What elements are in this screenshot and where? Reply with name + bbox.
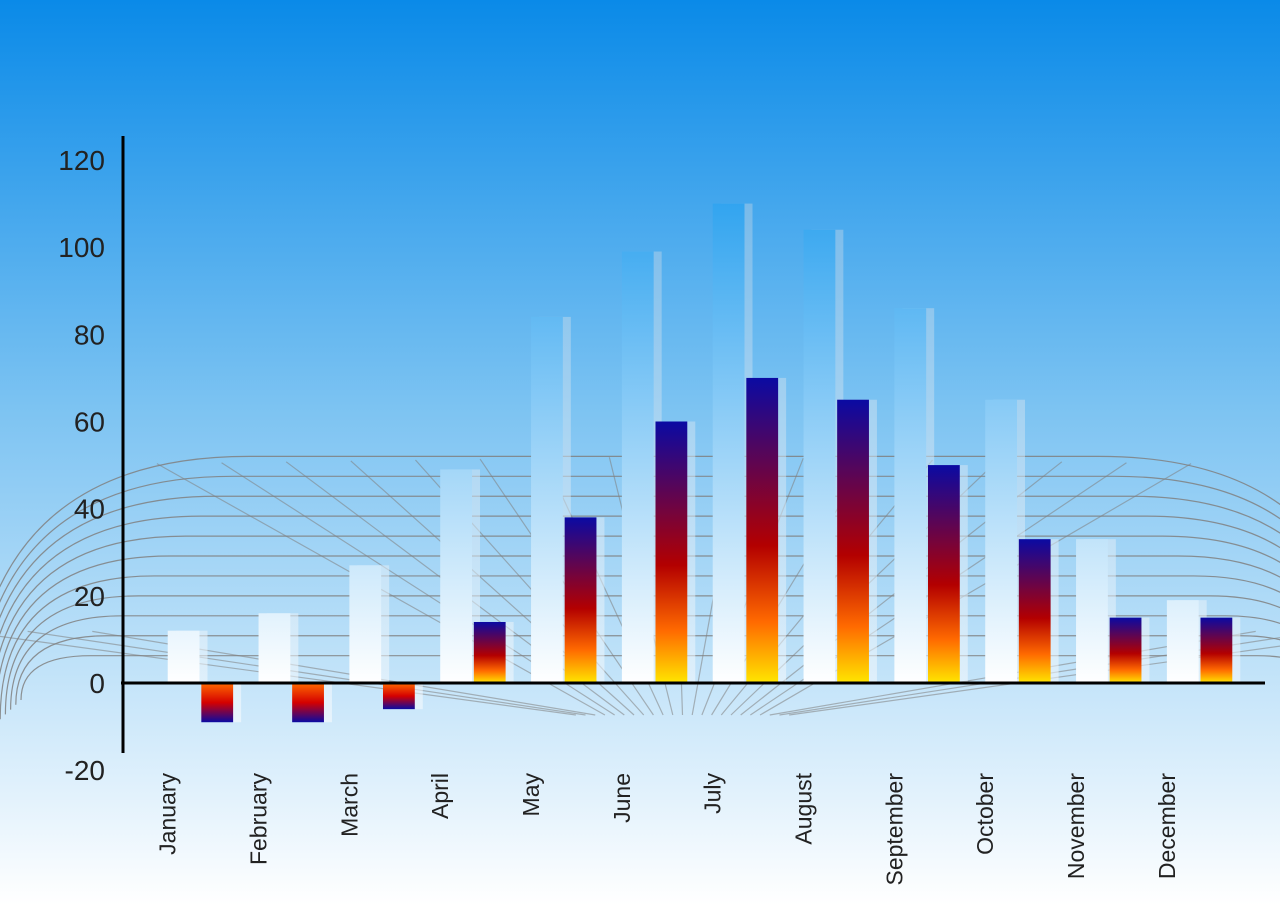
month-label: February xyxy=(246,773,272,866)
bar-secondary xyxy=(1110,618,1142,683)
y-tick-label: 100 xyxy=(58,232,105,263)
bar-primary xyxy=(622,252,654,683)
bar-secondary xyxy=(201,683,233,722)
bar-primary xyxy=(894,308,926,683)
y-tick-label: 60 xyxy=(74,407,105,438)
y-tick-label: 80 xyxy=(74,319,105,350)
bar-secondary xyxy=(474,622,506,683)
bar-primary xyxy=(531,317,563,683)
month-label: May xyxy=(518,773,544,817)
chart-svg: -20 0 20 40 60 80 100 120 January February March Ap… xyxy=(0,0,1280,905)
y-tick-label: 20 xyxy=(74,581,105,612)
y-tick-label: -20 xyxy=(65,755,105,786)
bar-secondary xyxy=(1019,539,1051,683)
bar-primary xyxy=(168,631,200,683)
bar-secondary xyxy=(565,517,597,683)
month-label: April xyxy=(427,773,453,819)
bar-primary xyxy=(804,230,836,683)
bar-primary xyxy=(1076,539,1108,683)
bar-secondary xyxy=(746,378,778,683)
month-label: August xyxy=(791,772,817,844)
bar-secondary xyxy=(383,683,415,709)
month-label: March xyxy=(336,773,362,837)
month-label: July xyxy=(700,773,726,814)
y-tick-label: 0 xyxy=(89,668,105,699)
bar-secondary xyxy=(1200,618,1232,683)
bar-primary xyxy=(985,400,1017,683)
month-label: June xyxy=(609,773,635,823)
y-tick-label: 40 xyxy=(74,494,105,525)
bar-secondary xyxy=(655,422,687,684)
bar-primary xyxy=(259,613,291,683)
month-label: November xyxy=(1063,773,1089,879)
y-tick-label: 120 xyxy=(58,145,105,176)
bar-primary xyxy=(440,469,472,683)
bar-primary xyxy=(1167,600,1199,683)
month-label: October xyxy=(972,773,998,855)
month-label: December xyxy=(1154,773,1180,879)
bar-secondary xyxy=(837,400,869,683)
month-label: September xyxy=(881,773,907,886)
monthly-bar-chart: -20 0 20 40 60 80 100 120 January February March Ap… xyxy=(0,0,1280,905)
bar-primary xyxy=(713,204,745,683)
bar-primary xyxy=(349,565,381,683)
bar-secondary xyxy=(292,683,324,722)
bar-secondary xyxy=(928,465,960,683)
month-label: January xyxy=(155,773,181,855)
